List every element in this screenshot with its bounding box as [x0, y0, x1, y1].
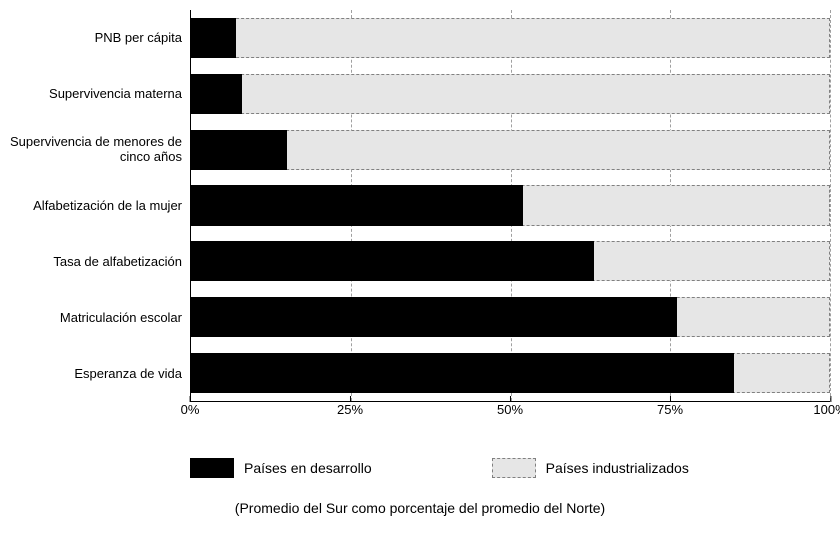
- x-axis: 0%25%50%75%100%: [190, 402, 830, 430]
- bar-track: [191, 18, 830, 58]
- y-axis-labels: PNB per cápitaSupervivencia maternaSuper…: [10, 10, 190, 402]
- y-axis-label: Supervivencia materna: [10, 66, 190, 122]
- y-axis-label: Esperanza de vida: [10, 346, 190, 402]
- bar-developing: [191, 130, 287, 170]
- bar-track: [191, 353, 830, 393]
- bar-row: [191, 233, 830, 289]
- bars-column: [191, 10, 830, 401]
- legend-swatch-solid: [190, 458, 234, 478]
- y-axis-label: Alfabetización de la mujer: [10, 178, 190, 234]
- x-tick-label: 25%: [337, 402, 363, 417]
- bar-track: [191, 297, 830, 337]
- bar-track: [191, 241, 830, 281]
- bar-developing: [191, 18, 236, 58]
- legend-item-industrialized: Países industrializados: [492, 458, 689, 478]
- bar-track: [191, 185, 830, 225]
- bar-track: [191, 130, 830, 170]
- bar-developing: [191, 353, 734, 393]
- bar-developing: [191, 74, 242, 114]
- legend-swatch-hatched: [492, 458, 536, 478]
- bar-industrialized: [191, 74, 830, 114]
- y-axis-label: Supervivencia de menores de cinco años: [10, 122, 190, 178]
- bar-row: [191, 66, 830, 122]
- bar-industrialized: [191, 130, 830, 170]
- legend: Países en desarrollo Países industrializ…: [190, 458, 830, 478]
- legend-label: Países en desarrollo: [244, 460, 372, 476]
- bar-row: [191, 345, 830, 401]
- chart-container: PNB per cápitaSupervivencia maternaSuper…: [10, 10, 830, 516]
- x-tick-label: 50%: [497, 402, 523, 417]
- bar-developing: [191, 241, 594, 281]
- chart-caption: (Promedio del Sur como porcentaje del pr…: [10, 500, 830, 516]
- y-axis-label: Matriculación escolar: [10, 290, 190, 346]
- bar-developing: [191, 185, 523, 225]
- bars-zone: [190, 10, 830, 402]
- x-tick-label: 100%: [813, 402, 840, 417]
- plot-area: PNB per cápitaSupervivencia maternaSuper…: [10, 10, 830, 402]
- bar-track: [191, 74, 830, 114]
- bar-row: [191, 10, 830, 66]
- x-tick-label: 0%: [181, 402, 200, 417]
- bar-row: [191, 122, 830, 178]
- bar-row: [191, 178, 830, 234]
- bar-row: [191, 289, 830, 345]
- legend-label: Países industrializados: [546, 460, 689, 476]
- bar-developing: [191, 297, 677, 337]
- y-axis-label: Tasa de alfabetización: [10, 234, 190, 290]
- legend-item-developing: Países en desarrollo: [190, 458, 372, 478]
- bar-industrialized: [191, 18, 830, 58]
- y-axis-label: PNB per cápita: [10, 10, 190, 66]
- x-tick-label: 75%: [657, 402, 683, 417]
- gridline: [830, 10, 831, 401]
